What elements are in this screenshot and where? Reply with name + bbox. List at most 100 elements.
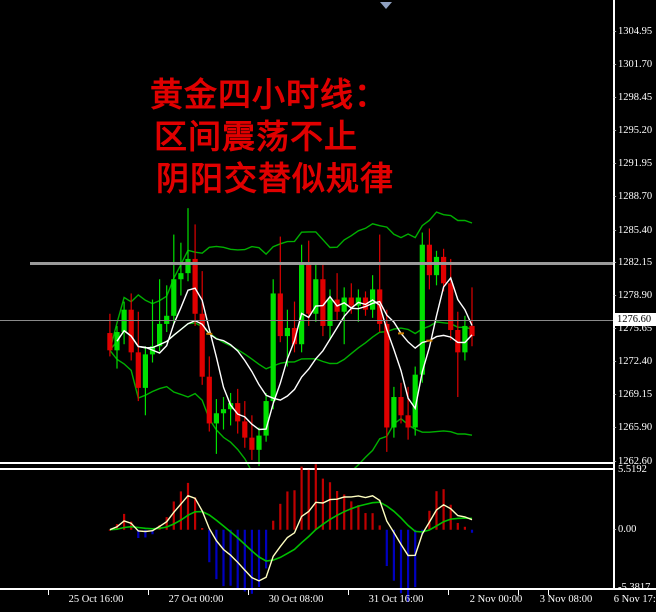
candlestick[interactable] (391, 386, 397, 438)
candlestick[interactable] (433, 250, 440, 286)
candlestick[interactable] (313, 265, 319, 322)
candlestick[interactable] (299, 244, 305, 353)
candle-body (448, 283, 454, 331)
moving-average-orange-segment (398, 332, 404, 335)
time-axis-tick (248, 590, 249, 595)
time-axis-label: 3 Nov 08:00 (539, 594, 593, 605)
macd-histogram-bar (286, 491, 289, 530)
candlestick[interactable] (171, 234, 177, 324)
resistance-level-line (30, 262, 613, 266)
candlestick[interactable] (185, 208, 191, 282)
candlestick[interactable] (334, 273, 340, 320)
macd-histogram-bar (243, 529, 246, 592)
macd-histogram-bar (392, 529, 395, 581)
candlestick[interactable] (135, 311, 141, 402)
candlestick[interactable] (235, 388, 241, 434)
candlestick[interactable] (270, 279, 276, 410)
candle-body (306, 265, 312, 314)
candlestick[interactable] (377, 234, 383, 333)
candlestick[interactable] (469, 287, 475, 347)
time-axis-labels[interactable]: 25 Oct 16:00 27 Oct 00:00 30 Oct 08:00 31 O… (0, 590, 656, 612)
candle-body (348, 297, 354, 306)
candlestick[interactable] (114, 325, 120, 369)
candlestick[interactable] (455, 311, 461, 398)
candlestick[interactable] (142, 346, 148, 416)
macd-histogram-bar (222, 529, 225, 587)
candlestick[interactable] (306, 240, 312, 326)
macd-histogram-bar (300, 466, 303, 530)
macd-histogram-bar (108, 529, 111, 531)
price-axis-tick: -1285.40 (613, 224, 653, 236)
candlestick[interactable] (128, 293, 134, 361)
candle-body (419, 244, 425, 375)
candlestick[interactable] (320, 262, 326, 337)
candlestick[interactable] (256, 427, 262, 467)
candle-body (277, 293, 283, 337)
candlestick[interactable] (228, 392, 234, 426)
candlestick[interactable] (199, 271, 205, 385)
price-axis-tick: -1265.90 (613, 422, 653, 434)
candle-body (270, 293, 276, 402)
time-axis-label: 27 Oct 00:00 (168, 594, 224, 605)
panel-divider-bottom (0, 468, 613, 470)
candlestick[interactable] (398, 382, 404, 424)
candlestick[interactable] (220, 397, 227, 430)
price-axis-labels[interactable]: -1304.95 -1301.70 -1298.45 -1295.20 -1291.95… (613, 0, 656, 593)
macd-histogram-bar (314, 464, 317, 530)
macd-histogram-bar (265, 529, 268, 569)
price-axis-line (613, 0, 615, 588)
candle-body (441, 256, 447, 284)
candlestick[interactable] (121, 301, 127, 345)
candlestick[interactable] (157, 279, 163, 352)
price-axis-tick: -1269.15 (613, 389, 653, 401)
macd-histogram-bar (130, 521, 133, 530)
macd-histogram-bar (470, 529, 474, 533)
candle-body (192, 258, 198, 314)
candlestick[interactable] (384, 309, 390, 452)
candlestick[interactable] (149, 299, 156, 363)
candlestick[interactable] (277, 236, 283, 343)
candle-body (206, 376, 212, 424)
candlestick[interactable] (206, 356, 212, 432)
candlestick[interactable] (412, 366, 418, 436)
candlestick[interactable] (178, 242, 184, 296)
price-axis-tick: -1304.95 (613, 26, 653, 37)
candlestick[interactable] (213, 399, 219, 454)
candle-body (242, 421, 248, 438)
candle-body (107, 333, 113, 351)
time-axis-label: 31 Oct 16:00 (368, 594, 424, 605)
macd-histogram-bar (137, 529, 140, 538)
candlestick[interactable] (462, 315, 468, 361)
candle-body (249, 437, 255, 450)
candlestick[interactable] (419, 232, 425, 383)
candlestick[interactable] (192, 224, 198, 326)
price-axis-tick: -1282.15 (613, 257, 653, 269)
candlestick[interactable] (370, 275, 376, 318)
time-axis-tick (148, 590, 149, 595)
candlestick[interactable] (405, 386, 411, 440)
candle-body (341, 297, 347, 312)
macd-histogram-bar (385, 529, 388, 567)
candle-body (462, 325, 468, 353)
macd-histogram-bar (215, 529, 218, 580)
candle-body (313, 279, 319, 314)
time-axis-line (0, 588, 656, 590)
candlestick[interactable] (355, 289, 361, 322)
candlestick[interactable] (426, 228, 432, 290)
candlestick[interactable] (107, 313, 113, 357)
time-axis-tick (548, 590, 549, 595)
candlestick[interactable] (291, 301, 298, 353)
candlestick[interactable] (448, 258, 454, 341)
macd-histogram-bar (144, 529, 147, 538)
candlestick[interactable] (249, 415, 255, 460)
macd-histogram-bar (151, 529, 154, 535)
macd-histogram-bar (371, 513, 374, 530)
candlestick[interactable] (263, 392, 269, 442)
candle-body (235, 403, 241, 422)
macd-indicator-panel[interactable] (0, 464, 613, 602)
candle-body (469, 325, 475, 337)
candlestick[interactable] (242, 401, 248, 448)
price-chart-panel[interactable] (0, 0, 613, 487)
candlestick[interactable] (441, 248, 447, 292)
